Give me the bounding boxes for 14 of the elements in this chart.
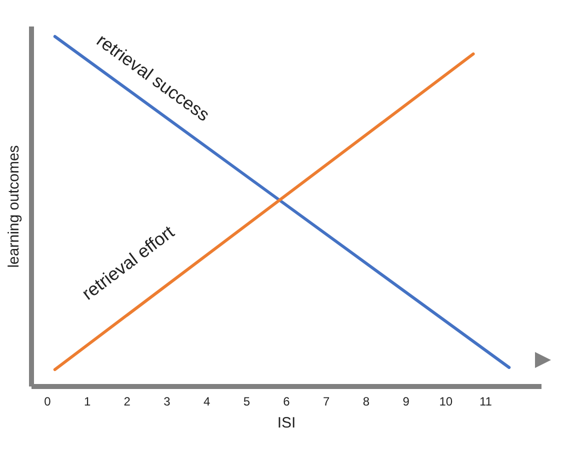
x-tick-label: 9 xyxy=(402,394,410,408)
x-tick-label: 7 xyxy=(323,394,330,408)
y-axis-title: learning outcomes xyxy=(6,145,22,268)
x-tick-label: 6 xyxy=(283,394,290,408)
x-tick-label: 3 xyxy=(164,394,171,408)
x-tick-label: 5 xyxy=(243,394,250,408)
x-tick-label: 1 xyxy=(84,394,91,408)
x-tick-label: 0 xyxy=(44,394,52,408)
x-tick-label: 11 xyxy=(479,394,492,408)
x-axis-title: ISI xyxy=(277,414,296,432)
x-tick-label: 4 xyxy=(203,394,210,408)
x-tick-label: 2 xyxy=(124,394,131,408)
x-tick-label: 8 xyxy=(362,394,370,408)
x-tick-label: 10 xyxy=(439,394,453,408)
